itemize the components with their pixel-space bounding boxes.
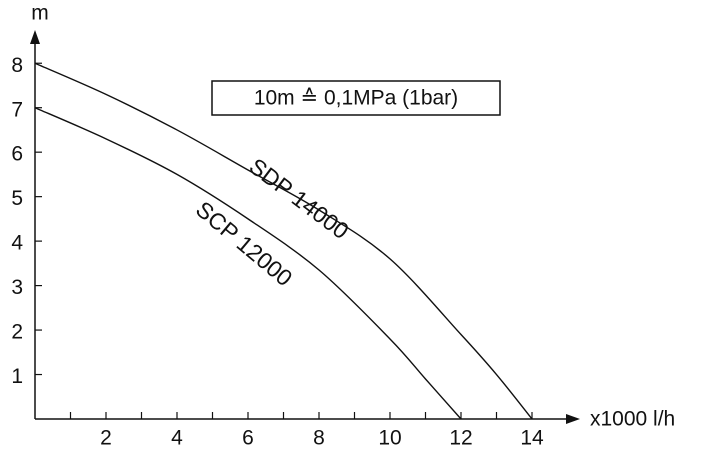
- x-tick-label: 6: [242, 427, 254, 450]
- x-tick-label: 14: [520, 427, 544, 450]
- y-tick-label: 5: [11, 187, 23, 210]
- curve-label: SCP 12000: [191, 196, 298, 291]
- x-axis-label: x1000 l/h: [590, 408, 675, 431]
- y-axis-arrow: [30, 30, 40, 44]
- curve: [34, 62, 533, 420]
- curve: [34, 107, 462, 420]
- annotation: 10m ≙ 0,1MPa (1bar): [254, 87, 458, 110]
- x-tick-label: 10: [378, 427, 401, 450]
- y-tick-label: 8: [11, 54, 23, 77]
- x-tick-label: 4: [171, 427, 183, 450]
- x-tick-label: 8: [313, 427, 325, 450]
- y-tick-label: 4: [11, 232, 23, 255]
- y-tick-label: 2: [11, 321, 23, 344]
- y-tick-label: 1: [11, 365, 23, 388]
- x-tick-label: 12: [449, 427, 472, 450]
- curve-label: SDP 14000: [245, 153, 354, 244]
- y-axis-label: m: [31, 2, 49, 25]
- y-tick-label: 7: [11, 98, 23, 121]
- annotation-box: [211, 80, 501, 116]
- y-tick-label: 3: [11, 276, 23, 299]
- y-tick-label: 6: [11, 143, 23, 166]
- x-axis-arrow: [566, 414, 580, 424]
- x-tick-label: 2: [100, 427, 112, 450]
